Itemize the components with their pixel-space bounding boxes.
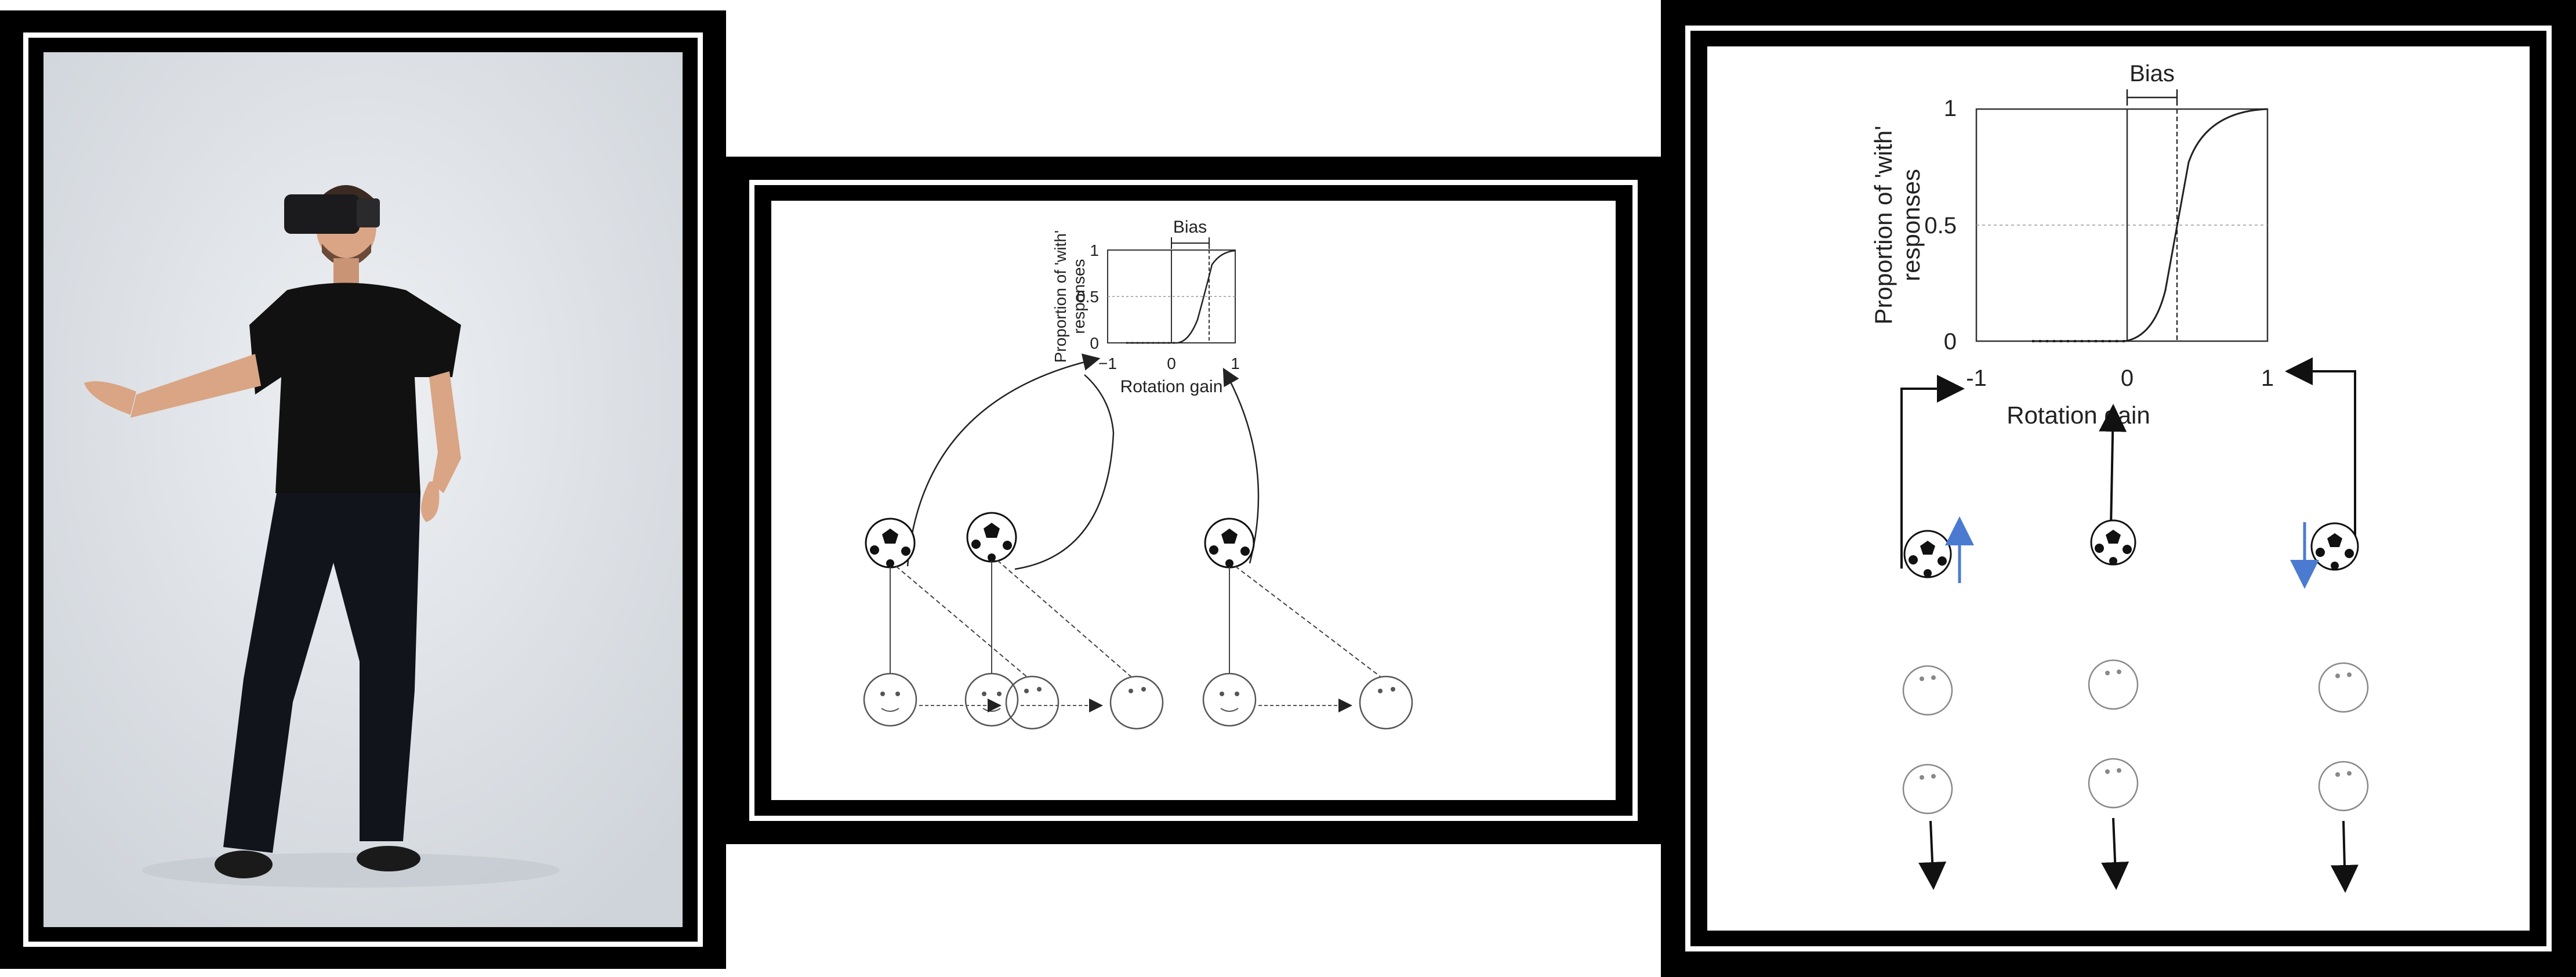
x-tick-neg1: −1: [1098, 354, 1117, 372]
soccer-ball-icon: [2310, 522, 2359, 571]
y-tick-0: 0: [1090, 334, 1099, 352]
y-axis-label-line2: responses: [1070, 259, 1088, 334]
head-icon: [2088, 659, 2139, 710]
head-icon: [2088, 758, 2139, 809]
right-diagram-canvas: Bias 1 0.5 0 -1 0 1 Rotation gain Propor…: [1707, 46, 2530, 931]
head-icon: [1109, 675, 1164, 730]
x-tick-0: 0: [2121, 366, 2134, 391]
head-icon: [1202, 672, 1257, 727]
arc-left: [906, 353, 1101, 567]
soccer-ball-icon: [865, 518, 916, 569]
y-tick-0: 0: [1944, 329, 1957, 354]
middle-diagram-panel: Bias 1 0.5 0 −1 0 1 Rotation gain Propor…: [726, 157, 1661, 844]
psychometric-plot: Bias 1 0.5 0 −1 0 1 Rotation gain Propor…: [1051, 218, 1240, 396]
bias-label: Bias: [2129, 61, 2175, 86]
y-tick-1: 1: [1090, 241, 1099, 259]
y-axis-label-line1: Proportion of 'with': [1051, 230, 1069, 363]
psychometric-curve: [1126, 249, 1236, 344]
photo-panel: [0, 10, 726, 969]
x-tick-neg1: -1: [1966, 366, 1987, 391]
psychometric-plot: Bias 1 0.5 0 -1 0 1 Rotation gain Propor…: [1870, 61, 2274, 429]
head-icon: [1902, 763, 1953, 815]
down-arrow-icon: [1918, 820, 1947, 890]
y-axis-label-line1: Proportion of 'with': [1870, 126, 1897, 325]
connector-right: [2285, 357, 2356, 551]
head-icon: [2318, 662, 2369, 713]
right-shoe: [357, 846, 420, 871]
y-tick-1: 1: [1944, 96, 1957, 121]
arc-middle: [1014, 374, 1115, 570]
head-icon: [1902, 665, 1953, 716]
soccer-ball-icon: [966, 512, 1017, 563]
soccer-ball-icon: [1204, 518, 1255, 569]
left-shoe: [215, 851, 273, 878]
arc-right: [1222, 367, 1260, 564]
x-axis-label: Rotation gain: [2007, 401, 2150, 429]
down-arrow-icon: [2101, 817, 2129, 890]
x-tick-1: 1: [1231, 354, 1240, 372]
left-arm: [130, 354, 261, 418]
middle-diagram-canvas: Bias 1 0.5 0 −1 0 1 Rotation gain Propor…: [771, 201, 1616, 800]
right-diagram-panel: Bias 1 0.5 0 -1 0 1 Rotation gain Propor…: [1661, 0, 2576, 977]
head-icon: [1359, 675, 1413, 730]
head-icon: [964, 672, 1019, 727]
y-tick-05: 0.5: [1924, 213, 1957, 238]
x-tick-1: 1: [2261, 366, 2274, 391]
x-tick-0: 0: [1167, 354, 1176, 372]
y-axis-label-line2: responses: [1897, 169, 1925, 281]
soccer-ball-icon: [2090, 519, 2136, 566]
psychometric-curve: [2032, 108, 2268, 342]
head-icon: [863, 672, 917, 727]
bias-label: Bias: [1173, 218, 1207, 237]
t-shirt: [249, 283, 461, 493]
x-axis-label: Rotation gain: [1120, 377, 1223, 396]
head-icon: [1005, 675, 1060, 730]
right-arm: [429, 371, 461, 493]
down-arrow-icon: [2330, 820, 2359, 893]
head-icon: [2318, 761, 2369, 812]
soccer-ball-icon: [1903, 530, 1952, 578]
vr-headset-icon: [284, 194, 360, 234]
trousers: [223, 493, 420, 853]
vr-person-photo: [43, 52, 683, 927]
connector-left: [1900, 375, 1965, 569]
y-tick-05: 0.5: [1076, 288, 1099, 306]
